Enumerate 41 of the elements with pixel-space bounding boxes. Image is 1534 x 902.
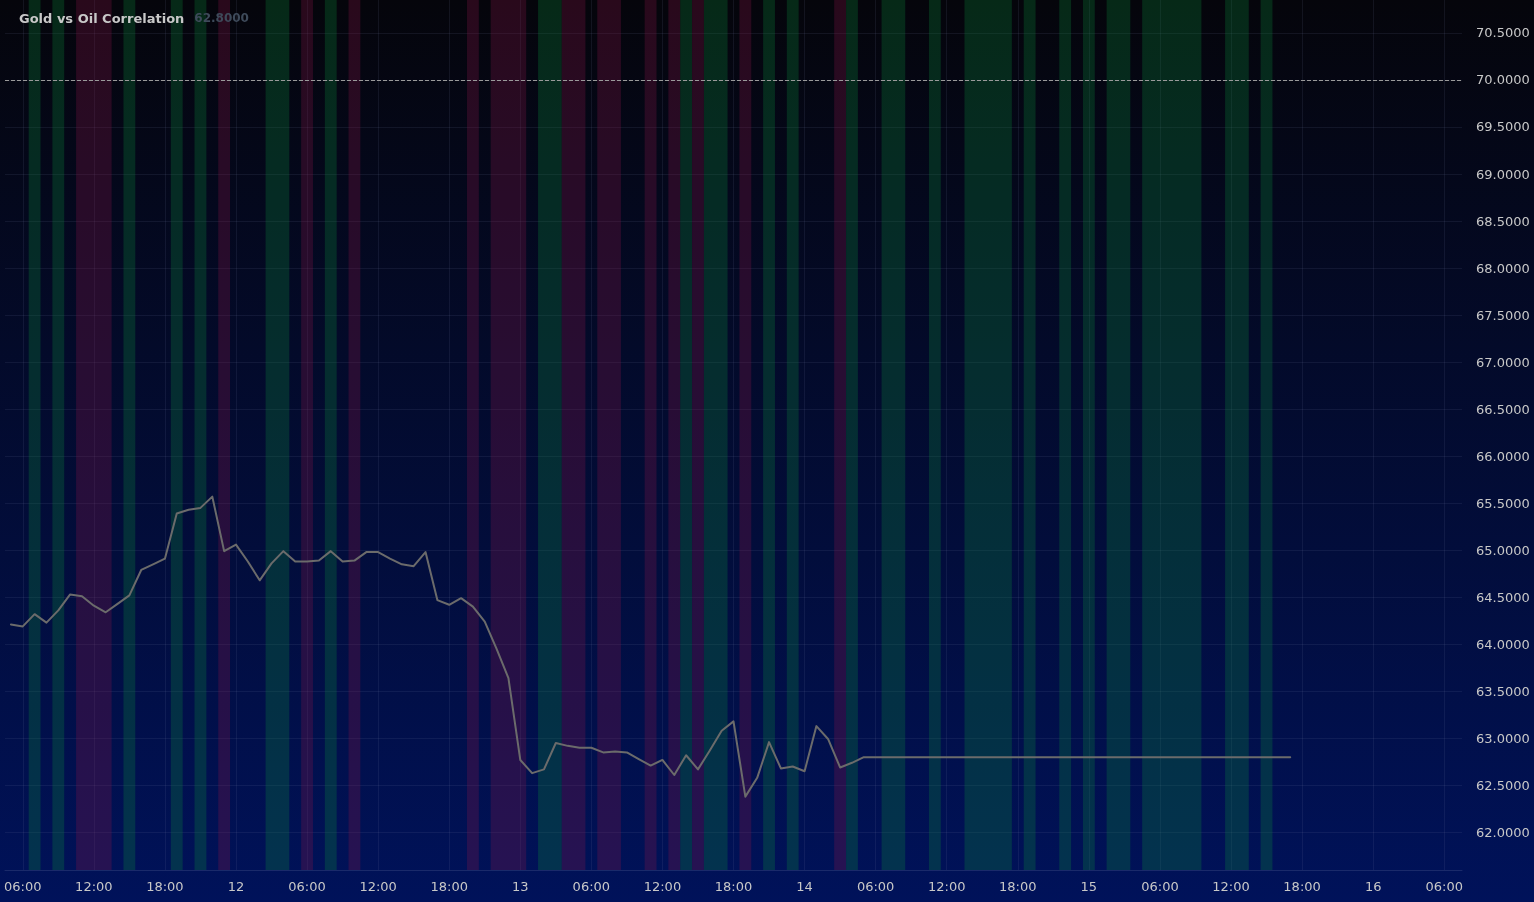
annotation: 62.8000 bbox=[194, 11, 249, 25]
y-tick-label: 68.0000 bbox=[1476, 260, 1530, 276]
x-tick-label: 06:00 bbox=[288, 879, 326, 894]
x-tick-label: 06:00 bbox=[4, 879, 42, 894]
x-tick-label: 16 bbox=[1364, 879, 1382, 894]
y-tick-label: 65.5000 bbox=[1476, 495, 1530, 511]
x-tick-label: 18:00 bbox=[146, 879, 184, 894]
x-tick-label: 18:00 bbox=[430, 879, 468, 894]
y-tick-label: 70.5000 bbox=[1476, 25, 1530, 41]
y-tick-label: 64.5000 bbox=[1476, 589, 1530, 605]
y-tick-label: 66.0000 bbox=[1476, 448, 1530, 464]
x-tick-label: 15 bbox=[1080, 879, 1098, 894]
x-tick-label: 06:00 bbox=[856, 879, 895, 894]
x-tick-label: 13 bbox=[512, 879, 529, 894]
text: Gold vs Oil Correlation bbox=[19, 10, 185, 26]
x-tick-label: 14 bbox=[796, 879, 813, 894]
x-tick-label: 18:00 bbox=[999, 879, 1037, 894]
y-tick-label: 63.0000 bbox=[1476, 730, 1530, 746]
x-tick-label: 12:00 bbox=[927, 879, 966, 894]
x-tick-label: 06:00 bbox=[1141, 879, 1179, 894]
y-tick-label: 67.0000 bbox=[1476, 354, 1530, 370]
y-tick-label: 69.5000 bbox=[1476, 119, 1530, 135]
y-tick-label: 62.5000 bbox=[1476, 777, 1530, 793]
x-tick-label: 12:00 bbox=[1212, 879, 1250, 894]
y-tick-label: 67.5000 bbox=[1476, 307, 1530, 323]
x-tick-label: 18:00 bbox=[714, 879, 753, 894]
y-tick-label: 64.0000 bbox=[1476, 636, 1530, 652]
y-tick-label: 62.0000 bbox=[1476, 824, 1530, 840]
y-tick-label: 65.0000 bbox=[1476, 542, 1530, 558]
x-tick-label: 06:00 bbox=[1425, 879, 1463, 894]
x-tick-label: 12:00 bbox=[75, 879, 113, 894]
y-tick-label: 63.5000 bbox=[1476, 683, 1530, 699]
x-tick-label: 12:00 bbox=[643, 879, 682, 894]
x-tick-label: 06:00 bbox=[572, 879, 611, 894]
y-tick-label: 66.5000 bbox=[1476, 401, 1530, 417]
x-tick-label: 12 bbox=[227, 879, 245, 894]
x-tick-label: 12:00 bbox=[359, 879, 397, 894]
x-tick-label: 18:00 bbox=[1283, 879, 1321, 894]
y-tick-label: 69.0000 bbox=[1476, 166, 1530, 182]
y-tick-label: 70.0000 bbox=[1476, 72, 1530, 88]
y-tick-label: 68.5000 bbox=[1476, 213, 1530, 229]
